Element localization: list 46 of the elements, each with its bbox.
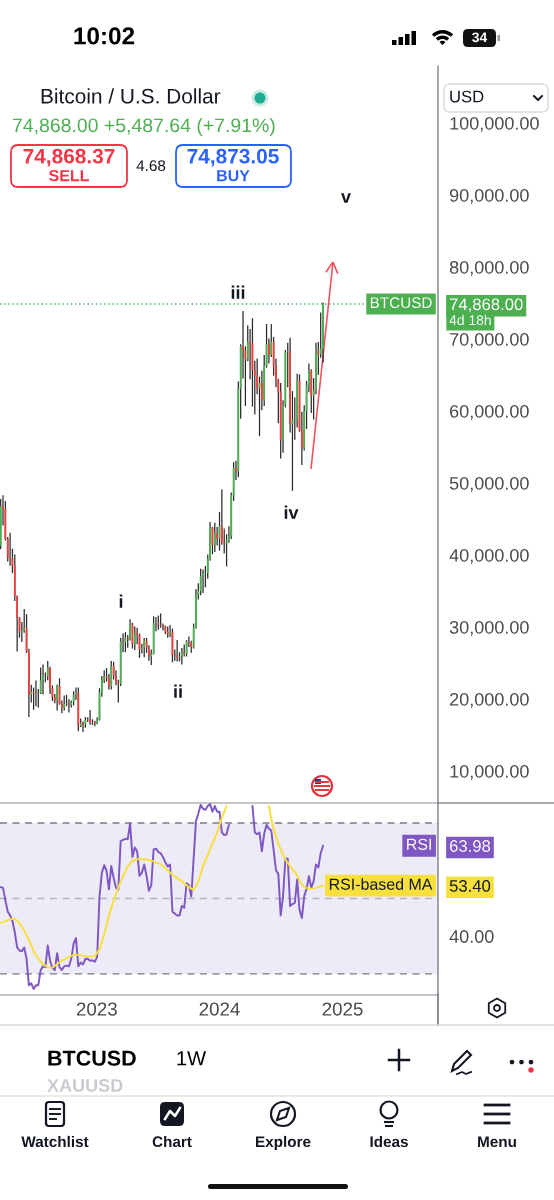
text: Ideas <box>370 1135 408 1148</box>
legend-label: RSI <box>407 838 431 850</box>
text: 4d 18h <box>449 314 491 326</box>
annotation: 4.68 <box>136 160 166 172</box>
text: Bitcoin / U.S. Dollar <box>41 88 221 104</box>
y-tick-label: 80,000.00 <box>449 260 529 276</box>
y-tick-label: 30,000.00 <box>449 620 529 636</box>
annotation: 74,868.37 <box>23 148 115 167</box>
text: 74,868.00 +5,487.64 (+7.91%) <box>13 117 275 137</box>
y-tick-label: 50,000.00 <box>449 476 529 492</box>
text: BTCUSD <box>48 1050 136 1066</box>
y-tick-label: 74,868.00 <box>449 298 523 313</box>
y-tick-label: 90,000.00 <box>449 188 529 204</box>
annotation: iv <box>284 505 299 519</box>
text: Menu <box>478 1136 516 1148</box>
legend-label: RSI-based MA <box>329 878 433 890</box>
text: Chart <box>152 1135 192 1148</box>
x-tick-label: 2024 <box>199 1002 240 1016</box>
x-tick-label: 2023 <box>76 1002 117 1016</box>
text: Watchlist <box>21 1135 89 1148</box>
y-tick-label: 53.40 <box>449 880 491 892</box>
candlestick <box>199 568 202 596</box>
annotation: 74,873.05 <box>187 148 279 167</box>
y-tick-label: 63.98 <box>449 840 491 852</box>
candlestick <box>202 569 204 594</box>
ref-line-label: BTCUSD <box>370 297 432 309</box>
y-tick-label: 70,000.00 <box>450 332 529 348</box>
y-tick-label: 60,000.00 <box>450 404 529 420</box>
text: USD <box>450 90 484 103</box>
text: 10:02 <box>74 27 135 45</box>
annotation: BUY <box>217 170 250 182</box>
text: 34 <box>472 32 488 43</box>
y-tick-label: 40,000.00 <box>449 548 529 564</box>
annotation: i <box>119 594 123 608</box>
annotation: ii <box>174 684 182 698</box>
y-tick-label: 10,000.00 <box>450 764 529 780</box>
text: 1W <box>177 1051 207 1066</box>
x-tick-label: 2025 <box>322 1002 363 1016</box>
y-tick-label: 100,000.00 <box>450 116 539 132</box>
candlestick <box>0 498 2 550</box>
annotation: v <box>341 193 351 203</box>
annotation: iii <box>231 285 245 299</box>
text: Explore <box>256 1135 311 1151</box>
y-tick-label: 20,000.00 <box>450 692 529 708</box>
y-tick-label: 40.00 <box>449 930 494 943</box>
annotation: SELL <box>49 169 89 182</box>
